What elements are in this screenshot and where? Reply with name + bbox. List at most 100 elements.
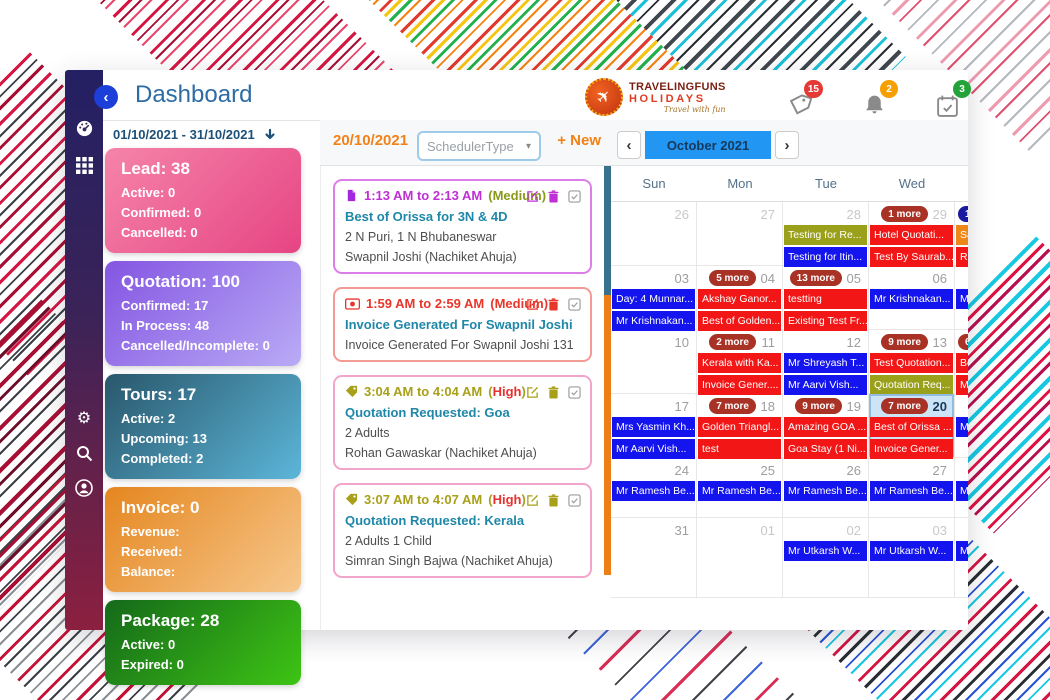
calendar-event[interactable]: Mrs... xyxy=(956,417,968,437)
calendar-cell[interactable]: 01 xyxy=(697,518,783,598)
calendar-event[interactable]: Best of Golden... xyxy=(698,311,781,331)
calendar-event[interactable]: Mr Utkarsh W... xyxy=(784,541,867,561)
calendar-event[interactable]: Test Quotation... xyxy=(870,353,953,373)
calendar-event[interactable]: Mr Krishnakan... xyxy=(612,311,695,331)
calendar-cell[interactable]: 6 Bes... Ma... xyxy=(955,330,968,395)
calendar-event[interactable]: Mr ... xyxy=(956,289,968,309)
calendar-event[interactable]: Testing for Re... xyxy=(784,225,867,245)
calendar-event[interactable]: Best of Orissa ... xyxy=(870,417,953,437)
calendar-next-button[interactable]: › xyxy=(775,131,799,159)
more-events-badge[interactable]: 9 more xyxy=(881,334,928,350)
more-events-badge[interactable]: 1 more xyxy=(881,206,928,222)
trash-icon[interactable] xyxy=(548,298,559,311)
stat-card-tours[interactable]: Tours: 17 Active: 2 Upcoming: 13 Completed:… xyxy=(105,374,301,479)
more-events-badge[interactable]: 9 more xyxy=(795,398,842,414)
checkbox-icon[interactable] xyxy=(568,190,581,203)
date-range-filter[interactable]: 01/10/2021 - 31/10/2021 xyxy=(113,127,277,142)
scheduler-type-dropdown[interactable]: SchedulerType ▾ xyxy=(417,131,541,161)
calendar-cell[interactable]: 02 Mr Utkarsh W... xyxy=(783,518,869,598)
more-events-badge[interactable]: 7 more xyxy=(709,398,756,414)
calendar-event[interactable]: Bes... xyxy=(956,353,968,373)
stat-card-lead[interactable]: Lead: 38 Active: 0 Confirmed: 0 Cancelled: … xyxy=(105,148,301,253)
new-scheduler-button[interactable]: + New xyxy=(557,132,601,149)
checkbox-icon[interactable] xyxy=(568,386,581,399)
bookings-notification-button[interactable]: 3 xyxy=(935,80,971,118)
stat-card-invoice[interactable]: Invoice: 0 Revenue: Received: Balance: xyxy=(105,487,301,592)
calendar-event[interactable]: testting xyxy=(784,289,867,309)
calendar-cell[interactable]: 12 Mr Shreyash T... Mr Aarvi Vish... xyxy=(783,330,869,395)
calendar-event[interactable]: Amazing GOA ... xyxy=(784,417,867,437)
calendar-cell[interactable]: 26 xyxy=(611,202,697,266)
calendar-cell-today[interactable]: 20 7 more Best of Orissa ... Invoice Gener.… xyxy=(869,394,955,459)
trash-icon[interactable] xyxy=(548,494,559,507)
edit-icon[interactable] xyxy=(526,494,539,507)
calendar-event[interactable]: Sau... xyxy=(956,225,968,245)
calendar-event[interactable]: Raj... xyxy=(956,247,968,267)
trash-icon[interactable] xyxy=(548,386,559,399)
calendar-event[interactable]: Mr Shreyash T... xyxy=(784,353,867,373)
calendar-event[interactable]: Test By Saurab... xyxy=(870,247,953,267)
calendar-event[interactable]: Hotel Quotati... xyxy=(870,225,953,245)
calendar-event[interactable]: Mrs Yasmin Kh... xyxy=(612,417,695,437)
apps-grid-icon[interactable] xyxy=(65,152,103,178)
calendar-cell[interactable]: 24 Mr Ramesh Be... xyxy=(611,458,697,518)
calendar-cell[interactable]: 11 2 more Kerala with Ka... Invoice Gener..… xyxy=(697,330,783,395)
calendar-event[interactable]: Mr Ramesh Be... xyxy=(612,481,695,501)
stat-card-quotation[interactable]: Quotation: 100 Confirmed: 17 In Process: 4… xyxy=(105,261,301,366)
calendar-cell[interactable]: 13 9 more Test Quotation... Quotation Req..… xyxy=(869,330,955,395)
checkbox-icon[interactable] xyxy=(568,298,581,311)
calendar-event[interactable]: Mr Aarvi Vish... xyxy=(612,439,695,459)
calendar-event[interactable]: Akshay Ganor... xyxy=(698,289,781,309)
calendar-cell[interactable]: 27 Mr Ramesh Be... xyxy=(869,458,955,518)
edit-icon[interactable] xyxy=(526,386,539,399)
calendar-cell[interactable]: 10 xyxy=(611,330,697,394)
calendar-event[interactable]: Golden Triangl... xyxy=(698,417,781,437)
calendar-event[interactable]: Mr ... xyxy=(956,481,968,501)
more-events-badge[interactable]: 7 more xyxy=(881,398,928,414)
more-events-badge[interactable]: 1 xyxy=(958,206,968,222)
tags-notification-button[interactable]: 15 xyxy=(787,80,823,118)
calendar-cell[interactable]: 06 Mr Krishnakan... xyxy=(869,266,955,330)
more-events-badge[interactable]: 2 more xyxy=(709,334,756,350)
calendar-event[interactable]: Mr Ramesh Be... xyxy=(784,481,867,501)
calendar-cell[interactable]: 28 Testing for Re... Testing for Itin... xyxy=(783,202,869,267)
calendar-cell[interactable]: 19 9 more Amazing GOA ... Goa Stay (1 Ni... xyxy=(783,394,869,459)
calendar-cell[interactable]: 31 xyxy=(611,518,697,598)
calendar-event[interactable]: Mr Ramesh Be... xyxy=(698,481,781,501)
calendar-cell[interactable]: 17 Mrs Yasmin Kh... Mr Aarvi Vish... xyxy=(611,394,697,459)
calendar-event[interactable]: Invoice Gener... xyxy=(870,439,953,459)
settings-gear-icon[interactable]: ⚙ xyxy=(76,407,92,427)
calendar-event[interactable]: Day: 4 Munnar... xyxy=(612,289,695,309)
search-icon[interactable] xyxy=(65,440,103,466)
calendar-cell[interactable]: Mrs... xyxy=(955,394,968,458)
calendar-event[interactable]: Mr Aarvi Vish... xyxy=(784,375,867,395)
calendar-cell[interactable]: Mr ... xyxy=(955,518,968,598)
edit-icon[interactable] xyxy=(526,298,539,311)
profile-icon[interactable] xyxy=(65,475,103,501)
calendar-event[interactable]: Existing Test Fr... xyxy=(784,311,867,331)
calendar-cell[interactable]: 26 Mr Ramesh Be... xyxy=(783,458,869,518)
calendar-event[interactable]: Testing for Itin... xyxy=(784,247,867,267)
more-events-badge[interactable]: 13 more xyxy=(789,270,842,286)
calendar-prev-button[interactable]: ‹ xyxy=(617,131,641,159)
calendar-event[interactable]: Ma... xyxy=(956,375,968,395)
alerts-notification-button[interactable]: 2 xyxy=(862,80,898,118)
calendar-cell[interactable]: 03 Mr Utkarsh W... xyxy=(869,518,955,598)
calendar-cell[interactable]: Mr ... xyxy=(955,266,968,330)
calendar-event[interactable]: test xyxy=(698,439,781,459)
calendar-cell[interactable]: Mr ... xyxy=(955,458,968,518)
edit-icon[interactable] xyxy=(526,190,539,203)
trash-icon[interactable] xyxy=(548,190,559,203)
calendar-cell[interactable]: 03 Day: 4 Munnar... Mr Krishnakan... xyxy=(611,266,697,331)
calendar-cell[interactable]: 29 1 more Hotel Quotati... Test By Saurab..… xyxy=(869,202,955,267)
calendar-event[interactable]: Mr Ramesh Be... xyxy=(870,481,953,501)
calendar-cell[interactable]: 27 xyxy=(697,202,783,266)
calendar-event[interactable]: Quotation Req... xyxy=(870,375,953,395)
calendar-event[interactable]: Kerala with Ka... xyxy=(698,353,781,373)
dashboard-gauge-icon[interactable] xyxy=(65,115,103,141)
scrollbar-thumb[interactable] xyxy=(604,295,611,575)
calendar-event[interactable]: Goa Stay (1 Ni... xyxy=(784,439,867,459)
calendar-event[interactable]: Mr ... xyxy=(956,541,968,561)
calendar-cell[interactable]: 04 5 more Akshay Ganor... Best of Golden... xyxy=(697,266,783,331)
calendar-event[interactable]: Invoice Gener.... xyxy=(698,375,781,395)
